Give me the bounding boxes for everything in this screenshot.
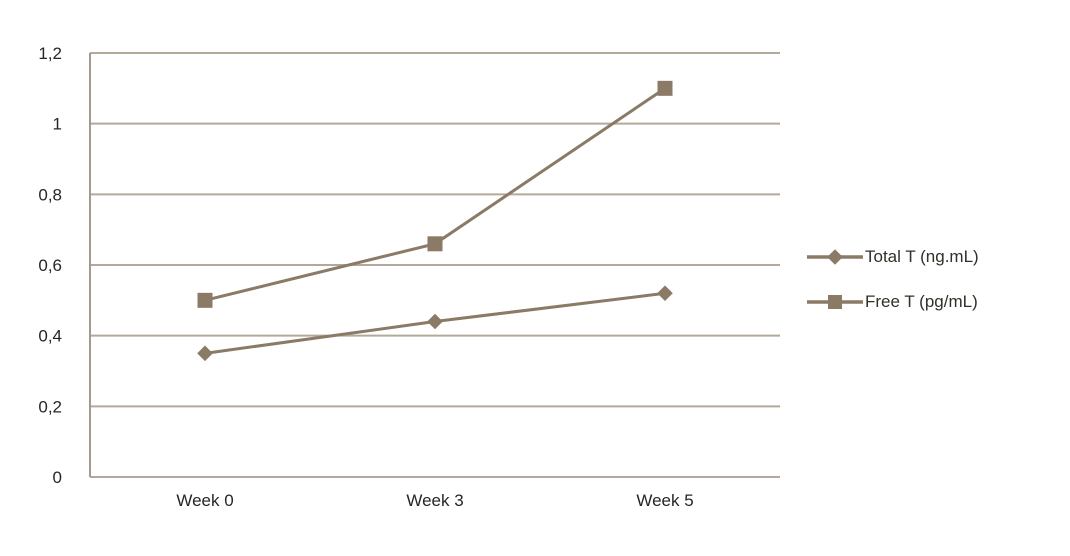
data-point-square xyxy=(657,80,673,96)
y-tick-label: 0,4 xyxy=(38,327,62,346)
data-point-diamond xyxy=(657,285,673,302)
chart-legend: Total T (ng.mL) Free T (pg/mL) xyxy=(806,242,979,317)
x-tick-label: Week 3 xyxy=(406,491,463,510)
y-tick-label: 0,8 xyxy=(38,185,62,204)
y-tick-label: 1 xyxy=(53,115,62,134)
y-tick-label: 1,2 xyxy=(38,44,62,63)
x-tick-label: Week 0 xyxy=(176,491,233,510)
legend-item-free-t: Free T (pg/mL) xyxy=(806,287,979,317)
legend-label-free-t: Free T (pg/mL) xyxy=(865,292,978,311)
data-point-square xyxy=(197,292,213,308)
data-point-diamond xyxy=(427,313,443,330)
data-point-square xyxy=(427,236,443,252)
legend-item-total-t: Total T (ng.mL) xyxy=(806,242,979,272)
y-tick-label: 0 xyxy=(53,468,62,487)
legend-diamond-marker-icon xyxy=(807,249,863,265)
y-tick-label: 0,6 xyxy=(38,256,62,275)
y-tick-label: 0,2 xyxy=(38,397,62,416)
x-tick-label: Week 5 xyxy=(636,491,693,510)
legend-square-marker-icon xyxy=(807,295,863,309)
legend-label-total-t: Total T (ng.mL) xyxy=(865,247,979,266)
data-point-diamond xyxy=(197,345,213,362)
